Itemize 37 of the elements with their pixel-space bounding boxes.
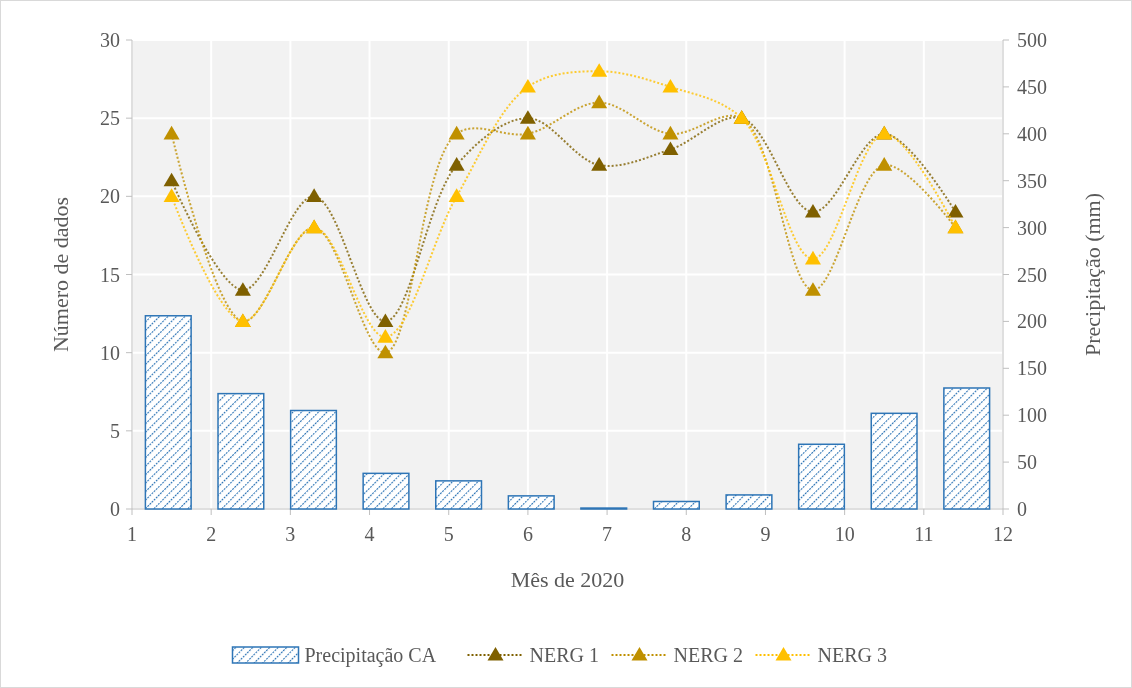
- y2-tick-label: 450: [1017, 75, 1047, 98]
- x-tick-label: 1: [127, 523, 137, 545]
- x-axis-title: Mês de 2020: [510, 567, 625, 592]
- x-tick-label: 10: [834, 523, 855, 545]
- y2-tick-label: 350: [1017, 169, 1047, 192]
- y2-tick-label: 50: [1017, 451, 1037, 474]
- x-tick-label: 8: [681, 523, 692, 545]
- y-tick-label: 30: [100, 29, 120, 51]
- legend-label: Precipitação CA: [304, 644, 437, 667]
- y-tick-label: 20: [100, 185, 120, 208]
- x-tick-label: 12: [993, 523, 1013, 545]
- y-tick-label: 15: [100, 263, 120, 286]
- y2-tick-label: 0: [1017, 498, 1027, 520]
- x-tick-label: 5: [443, 523, 454, 545]
- x-tick-label: 11: [914, 523, 934, 545]
- legend-label: NERG 2: [673, 644, 743, 666]
- x-tick-label: 9: [760, 523, 771, 545]
- x-tick-label: 4: [364, 523, 375, 545]
- y2-tick-label: 500: [1017, 29, 1047, 51]
- y-tick-label: 10: [100, 341, 120, 364]
- legend-label: NERG 1: [529, 644, 599, 666]
- y2-tick-label: 200: [1017, 310, 1047, 333]
- y2-axis-title: Precipitação (mm): [1080, 192, 1105, 357]
- y2-tick-label: 100: [1017, 404, 1047, 427]
- y2-tick-label: 150: [1017, 357, 1047, 380]
- y2-tick-label: 300: [1017, 216, 1047, 239]
- x-tick-label: 3: [285, 523, 296, 545]
- legend-label: NERG 3: [817, 644, 887, 666]
- x-tick-label: 6: [522, 523, 533, 545]
- x-tick-label: 2: [206, 523, 217, 545]
- y-tick-label: 5: [110, 419, 120, 442]
- y2-tick-label: 400: [1017, 122, 1047, 145]
- y-axis-title: Número de dados: [48, 196, 73, 353]
- y-tick-label: 25: [100, 107, 120, 130]
- y-tick-label: 0: [110, 498, 120, 520]
- y2-tick-label: 250: [1017, 263, 1047, 286]
- x-tick-label: 7: [602, 523, 613, 545]
